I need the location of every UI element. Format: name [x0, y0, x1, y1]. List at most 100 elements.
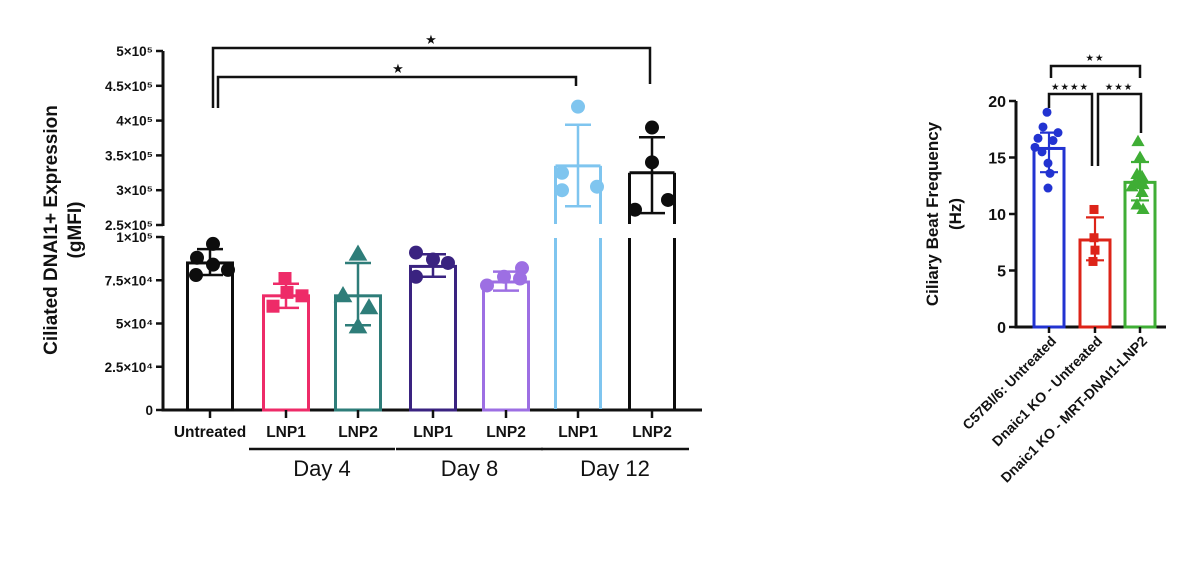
category-label: LNP1 [413, 424, 453, 441]
error-bar [565, 123, 591, 208]
y-tick-label: 5×10⁴ [116, 317, 153, 332]
y-tick-label: 0 [145, 403, 153, 418]
y-tick-label: 0 [997, 320, 1006, 337]
data-point [1043, 183, 1053, 193]
significance-stars: ★ [392, 61, 404, 76]
bar-group [1123, 134, 1157, 329]
data-point [1053, 128, 1063, 138]
significance-bracket [216, 75, 578, 108]
data-point [1090, 245, 1100, 255]
category-label: LNP2 [338, 424, 378, 441]
error-bar [639, 136, 665, 215]
data-point [1030, 142, 1040, 152]
data-point [280, 285, 294, 299]
data-point [1125, 179, 1139, 192]
data-point [1136, 177, 1150, 190]
y-tick-label: 5×10⁵ [116, 44, 153, 59]
y-tick-label: 2.5×10⁴ [105, 360, 153, 375]
significance-bracket [1047, 92, 1094, 166]
significance-stars: ★★★ [1105, 82, 1134, 93]
day-label: Day 8 [441, 456, 498, 481]
bar-group [554, 99, 604, 409]
data-point [348, 317, 368, 334]
bar-group [1030, 107, 1066, 329]
bar-group [186, 236, 235, 412]
data-point [645, 120, 659, 135]
data-point [1037, 147, 1047, 157]
category-label: LNP1 [558, 424, 598, 441]
data-point [1048, 136, 1058, 146]
significance-bracket [1049, 64, 1142, 78]
data-point [1131, 134, 1145, 147]
data-point [1042, 107, 1052, 117]
data-point [480, 278, 494, 293]
y-tick-label: 5 [997, 264, 1006, 281]
y-tick-label: 4.5×10⁵ [105, 79, 153, 94]
data-point [295, 289, 309, 303]
significance-stars: ★★★★ [1051, 82, 1089, 93]
bar-group [628, 120, 676, 409]
data-point [628, 202, 642, 217]
bar [262, 294, 310, 412]
dnai1-expression-chart: 5×10⁵ 4.5×10⁵ 4×10⁵ 3.5×10⁵ 3×10⁵ 2.5×10⁵1×10… [41, 32, 702, 481]
data-point [1089, 204, 1099, 214]
y-tick-label: 4×10⁵ [116, 114, 153, 129]
data-point [590, 179, 604, 194]
data-point [1089, 233, 1099, 243]
y-tick-label: 7.5×10⁴ [105, 273, 153, 288]
data-point [333, 286, 353, 303]
y-tick-label: 15 [988, 151, 1006, 168]
data-point [409, 245, 423, 260]
day-label: Day 4 [293, 456, 350, 481]
y-tick-label: 3×10⁵ [116, 183, 153, 198]
significance-stars: ★★ [1085, 53, 1104, 64]
data-point [1135, 185, 1149, 198]
data-point [278, 272, 292, 286]
data-point [441, 255, 455, 270]
data-point [348, 244, 368, 261]
y-tick-label: 2.5×10⁵ [105, 218, 153, 233]
data-point [1136, 202, 1150, 214]
y-axis-title: (gMFI) [65, 202, 86, 259]
data-point [359, 298, 379, 315]
bar-group [1078, 204, 1112, 329]
bar-group [262, 272, 310, 412]
y-axis-title: Ciliated DNAI1+ Expression [41, 105, 62, 355]
y-axis-title: (Hz) [946, 198, 965, 230]
bar [186, 261, 234, 412]
significance-bracket [211, 46, 652, 108]
data-point [409, 269, 423, 284]
data-point [190, 250, 204, 265]
data-point [661, 192, 675, 207]
category-label: LNP2 [486, 424, 526, 441]
data-point [221, 262, 235, 277]
category-label: Untreated [174, 424, 246, 441]
y-tick-label: 1×10⁵ [116, 230, 153, 245]
day-label: Day 12 [580, 456, 650, 481]
data-point [555, 165, 569, 180]
bar-group [480, 261, 530, 412]
data-point [1135, 169, 1149, 182]
data-point [206, 257, 220, 272]
bar [409, 264, 457, 412]
data-point [645, 155, 659, 170]
bar-group [409, 245, 457, 412]
y-tick-label: 10 [988, 207, 1006, 224]
y-tick-label: 3.5×10⁵ [105, 148, 153, 163]
y-axis-title: Ciliary Beat Frequency [923, 121, 942, 306]
data-point [497, 269, 511, 284]
significance-stars: ★ [425, 32, 437, 47]
data-point [189, 268, 203, 283]
data-point [206, 236, 220, 251]
data-point [1130, 198, 1144, 210]
significance-bracket [1096, 92, 1143, 166]
bar [482, 280, 530, 412]
data-point [571, 99, 585, 114]
y-tick-label: 20 [988, 94, 1006, 111]
data-point [1133, 150, 1147, 162]
data-point [266, 299, 280, 313]
category-label: LNP2 [632, 424, 672, 441]
